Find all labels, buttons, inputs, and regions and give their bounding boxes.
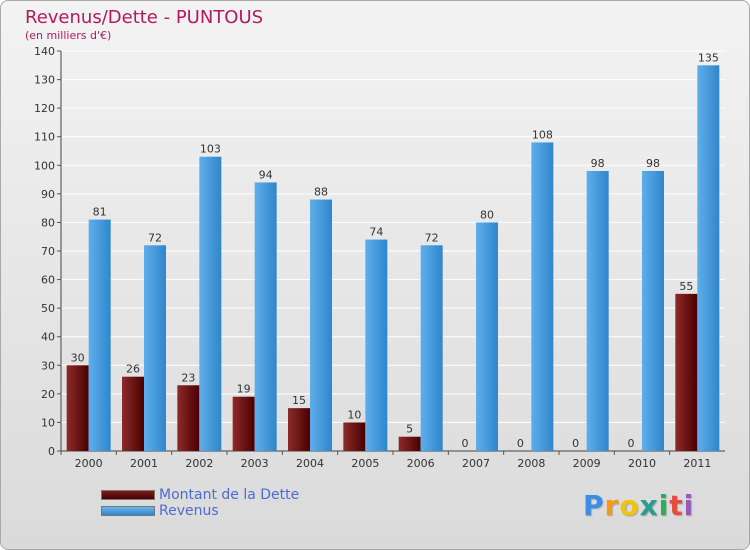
chart-subtitle: (en milliers d'€)	[25, 29, 112, 42]
data-label-dette: 0	[462, 437, 469, 450]
legend-label-revenus: Revenus	[159, 503, 219, 519]
y-tick-label: 100	[34, 159, 55, 172]
bar-revenus	[586, 171, 609, 451]
x-tick-label: 2008	[517, 457, 545, 470]
bar-revenus	[420, 245, 443, 451]
logo-letter: i	[658, 489, 670, 522]
proxiti-logo: Proxiti	[583, 489, 694, 522]
x-tick-label: 2001	[130, 457, 158, 470]
y-tick-label: 120	[34, 102, 55, 115]
y-tick-label: 60	[41, 274, 55, 287]
data-label-revenus: 81	[93, 206, 107, 219]
x-tick-label: 2011	[683, 457, 711, 470]
x-tick-label: 2004	[296, 457, 324, 470]
y-tick-label: 10	[41, 416, 55, 429]
bar-dette	[675, 293, 698, 451]
data-label-dette: 30	[71, 351, 85, 364]
data-label-dette: 55	[679, 280, 693, 293]
bar-revenus	[199, 156, 222, 451]
bar-revenus	[697, 65, 720, 452]
y-tick-label: 30	[41, 359, 55, 372]
logo-letter: P	[583, 489, 605, 522]
bar-revenus	[476, 222, 498, 451]
data-label-revenus: 72	[425, 231, 439, 244]
data-label-revenus: 98	[646, 157, 660, 170]
y-tick-label: 90	[41, 188, 55, 201]
legend-item-dette: Montant de la Dette	[101, 487, 299, 503]
data-label-dette: 23	[181, 371, 195, 384]
bar-revenus	[88, 219, 111, 451]
y-tick-label: 80	[41, 216, 55, 229]
logo-letter: i	[683, 489, 695, 522]
logo-letter: t	[669, 489, 684, 522]
legend-swatch-dette	[101, 490, 155, 500]
legend-swatch-revenus	[101, 506, 155, 516]
x-tick-label: 2000	[75, 457, 103, 470]
data-label-dette: 5	[406, 423, 413, 436]
data-label-revenus: 72	[148, 231, 162, 244]
data-label-dette: 0	[572, 437, 579, 450]
chart-legend: Montant de la Dette Revenus	[101, 487, 299, 519]
logo-letter: r	[604, 489, 620, 522]
x-tick-label: 2010	[628, 457, 656, 470]
bar-dette	[177, 385, 200, 451]
data-label-dette: 15	[292, 394, 306, 407]
y-tick-label: 50	[41, 302, 55, 315]
y-tick-label: 0	[48, 445, 55, 458]
y-tick-label: 110	[34, 131, 55, 144]
data-label-revenus: 108	[532, 128, 553, 141]
data-label-revenus: 98	[591, 157, 605, 170]
bar-dette	[122, 376, 144, 451]
data-label-revenus: 88	[314, 186, 328, 199]
chart-title: Revenus/Dette - PUNTOUS	[25, 7, 264, 28]
y-tick-label: 140	[34, 45, 55, 58]
bar-revenus	[365, 239, 388, 451]
x-tick-label: 2006	[407, 457, 435, 470]
y-tick-label: 70	[41, 245, 55, 258]
y-tick-label: 130	[34, 74, 55, 87]
bar-dette	[343, 422, 366, 451]
bar-revenus	[144, 245, 166, 451]
bar-dette	[398, 436, 421, 451]
bar-revenus	[254, 182, 277, 451]
data-label-dette: 19	[237, 383, 251, 396]
data-label-dette: 10	[347, 408, 361, 421]
x-tick-label: 2007	[462, 457, 490, 470]
data-label-dette: 0	[517, 437, 524, 450]
data-label-revenus: 103	[200, 143, 221, 156]
x-tick-label: 2005	[351, 457, 379, 470]
bar-dette	[232, 396, 255, 451]
data-label-revenus: 135	[698, 51, 719, 64]
y-tick-label: 20	[41, 388, 55, 401]
bar-revenus	[310, 199, 332, 451]
data-label-dette: 26	[126, 363, 140, 376]
legend-item-revenus: Revenus	[101, 503, 299, 519]
x-tick-label: 2002	[185, 457, 213, 470]
legend-label-dette: Montant de la Dette	[159, 487, 300, 503]
bar-revenus	[642, 171, 664, 451]
bar-revenus	[531, 142, 554, 451]
x-tick-label: 2009	[573, 457, 601, 470]
data-label-dette: 0	[628, 437, 635, 450]
data-label-revenus: 94	[259, 168, 273, 181]
bar-chart: 0102030405060708090100110120130140200030…	[34, 45, 725, 470]
logo-letter: x	[639, 489, 659, 522]
y-tick-label: 40	[41, 331, 55, 344]
x-tick-label: 2003	[241, 457, 269, 470]
data-label-revenus: 80	[480, 208, 494, 221]
data-label-revenus: 74	[369, 226, 383, 239]
logo-letter: o	[619, 489, 640, 522]
bar-dette	[288, 408, 310, 451]
bar-dette	[66, 365, 89, 451]
